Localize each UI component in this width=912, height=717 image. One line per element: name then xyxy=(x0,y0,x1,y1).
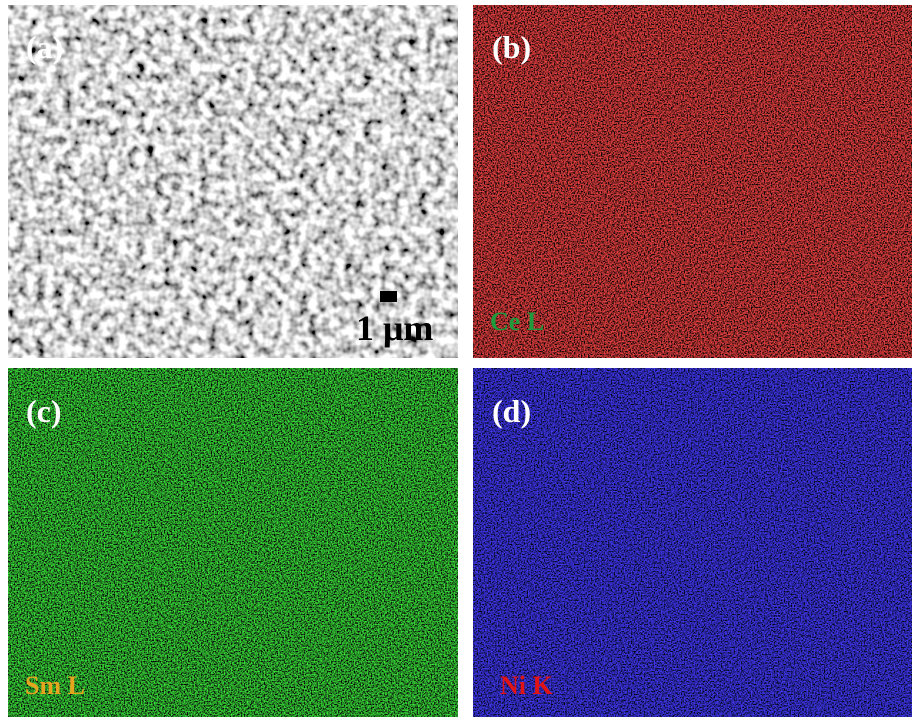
element-label: Sm L xyxy=(25,671,85,700)
panel-label: (d) xyxy=(492,393,531,429)
panel-d: (d) Ni K xyxy=(473,368,912,717)
map-texture xyxy=(473,5,912,358)
map-texture xyxy=(473,368,912,717)
panel-label: (b) xyxy=(492,29,531,65)
panel-label: (c) xyxy=(26,393,62,429)
figure: (a) 1 μm (b) Ce L (c) Sm L (d) Ni K xyxy=(0,0,912,717)
panel-c: (c) Sm L xyxy=(8,368,458,717)
scale-bar xyxy=(380,291,397,302)
map-texture xyxy=(8,368,458,717)
scale-bar-label: 1 μm xyxy=(356,308,433,348)
panel-b: (b) Ce L xyxy=(473,5,912,358)
panel-label: (a) xyxy=(26,29,63,65)
element-label: Ce L xyxy=(490,307,544,336)
panel-a: (a) 1 μm xyxy=(8,5,458,358)
element-label: Ni K xyxy=(500,671,554,700)
sem-texture xyxy=(8,5,458,358)
